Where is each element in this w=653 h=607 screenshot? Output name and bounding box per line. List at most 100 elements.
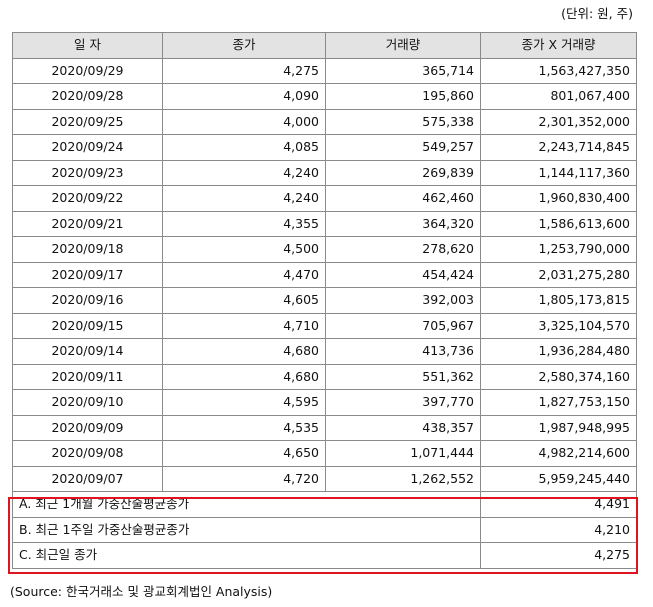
date-cell: 2020/09/15 <box>12 312 163 339</box>
table-row: 2020/09/15 4,710 705,967 3,325,104,570 <box>12 312 637 339</box>
header-close: 종가 <box>162 32 326 59</box>
header-date: 일 자 <box>12 32 163 59</box>
summary-body: A. 최근 1개월 가중산술평균종가 4,491 B. 최근 1주일 가중산술평균종… <box>12 491 637 569</box>
date-cell: 2020/09/21 <box>12 210 163 237</box>
close-cell: 4,240 <box>162 159 326 186</box>
volume-cell: 454,424 <box>325 261 481 288</box>
date-cell: 2020/09/07 <box>12 465 163 492</box>
close-cell: 4,275 <box>162 57 326 84</box>
table-row: 2020/09/24 4,085 549,257 2,243,714,845 <box>12 134 637 161</box>
volume-cell: 549,257 <box>325 134 481 161</box>
close-x-volume-cell: 5,959,245,440 <box>480 465 637 492</box>
volume-cell: 705,967 <box>325 312 481 339</box>
close-x-volume-cell: 1,586,613,600 <box>480 210 637 237</box>
table-row: 2020/09/11 4,680 551,362 2,580,374,160 <box>12 363 637 390</box>
volume-cell: 364,320 <box>325 210 481 237</box>
close-x-volume-cell: 1,987,948,995 <box>480 414 637 441</box>
volume-cell: 269,839 <box>325 159 481 186</box>
table-row: 2020/09/21 4,355 364,320 1,586,613,600 <box>12 210 637 237</box>
summary-row: A. 최근 1개월 가중산술평균종가 4,491 <box>12 491 637 518</box>
close-cell: 4,605 <box>162 287 326 314</box>
table-row: 2020/09/25 4,000 575,338 2,301,352,000 <box>12 108 637 135</box>
stock-price-table-container: 일 자 종가 거래량 종가 X 거래량 2020/09/29 4,275 365,7… <box>12 32 637 569</box>
close-x-volume-cell: 1,936,284,480 <box>480 338 637 365</box>
date-cell: 2020/09/09 <box>12 414 163 441</box>
close-cell: 4,720 <box>162 465 326 492</box>
close-cell: 4,000 <box>162 108 326 135</box>
summary-row: B. 최근 1주일 가중산술평균종가 4,210 <box>12 516 637 543</box>
close-x-volume-cell: 2,580,374,160 <box>480 363 637 390</box>
date-cell: 2020/09/23 <box>12 159 163 186</box>
volume-cell: 1,262,552 <box>325 465 481 492</box>
table-header: 일 자 종가 거래량 종가 X 거래량 <box>12 32 637 59</box>
table-row: 2020/09/29 4,275 365,714 1,563,427,350 <box>12 57 637 84</box>
date-cell: 2020/09/10 <box>12 389 163 416</box>
table-row: 2020/09/14 4,680 413,736 1,936,284,480 <box>12 338 637 365</box>
close-cell: 4,240 <box>162 185 326 212</box>
summary-label: B. 최근 1주일 가중산술평균종가 <box>12 516 481 543</box>
close-x-volume-cell: 2,031,275,280 <box>480 261 637 288</box>
close-x-volume-cell: 1,144,117,360 <box>480 159 637 186</box>
volume-cell: 392,003 <box>325 287 481 314</box>
table-row: 2020/09/07 4,720 1,262,552 5,959,245,440 <box>12 465 637 492</box>
stock-price-table: 일 자 종가 거래량 종가 X 거래량 2020/09/29 4,275 365,7… <box>12 32 637 569</box>
date-cell: 2020/09/18 <box>12 236 163 263</box>
close-cell: 4,535 <box>162 414 326 441</box>
header-volume: 거래량 <box>325 32 481 59</box>
close-x-volume-cell: 1,827,753,150 <box>480 389 637 416</box>
date-cell: 2020/09/24 <box>12 134 163 161</box>
close-cell: 4,680 <box>162 363 326 390</box>
unit-note: (단위: 원, 주) <box>561 6 633 21</box>
volume-cell: 413,736 <box>325 338 481 365</box>
date-cell: 2020/09/28 <box>12 83 163 110</box>
table-row: 2020/09/10 4,595 397,770 1,827,753,150 <box>12 389 637 416</box>
close-x-volume-cell: 2,243,714,845 <box>480 134 637 161</box>
close-x-volume-cell: 1,960,830,400 <box>480 185 637 212</box>
volume-cell: 438,357 <box>325 414 481 441</box>
table-row: 2020/09/09 4,535 438,357 1,987,948,995 <box>12 414 637 441</box>
source-note: (Source: 한국거래소 및 광교회계법인 Analysis) <box>10 584 273 599</box>
close-cell: 4,470 <box>162 261 326 288</box>
close-cell: 4,595 <box>162 389 326 416</box>
summary-value: 4,491 <box>480 491 637 518</box>
date-cell: 2020/09/11 <box>12 363 163 390</box>
summary-value: 4,275 <box>480 542 637 569</box>
table-row: 2020/09/17 4,470 454,424 2,031,275,280 <box>12 261 637 288</box>
table-row: 2020/09/08 4,650 1,071,444 4,982,214,600 <box>12 440 637 467</box>
close-x-volume-cell: 2,301,352,000 <box>480 108 637 135</box>
close-cell: 4,090 <box>162 83 326 110</box>
table-row: 2020/09/22 4,240 462,460 1,960,830,400 <box>12 185 637 212</box>
table-row: 2020/09/18 4,500 278,620 1,253,790,000 <box>12 236 637 263</box>
close-cell: 4,355 <box>162 210 326 237</box>
close-x-volume-cell: 1,563,427,350 <box>480 57 637 84</box>
summary-row: C. 최근일 종가 4,275 <box>12 542 637 569</box>
date-cell: 2020/09/25 <box>12 108 163 135</box>
volume-cell: 462,460 <box>325 185 481 212</box>
date-cell: 2020/09/22 <box>12 185 163 212</box>
volume-cell: 1,071,444 <box>325 440 481 467</box>
header-row: 일 자 종가 거래량 종가 X 거래량 <box>12 32 637 59</box>
close-cell: 4,680 <box>162 338 326 365</box>
volume-cell: 278,620 <box>325 236 481 263</box>
volume-cell: 551,362 <box>325 363 481 390</box>
close-cell: 4,710 <box>162 312 326 339</box>
volume-cell: 575,338 <box>325 108 481 135</box>
close-x-volume-cell: 801,067,400 <box>480 83 637 110</box>
close-cell: 4,500 <box>162 236 326 263</box>
date-cell: 2020/09/29 <box>12 57 163 84</box>
close-cell: 4,650 <box>162 440 326 467</box>
volume-cell: 365,714 <box>325 57 481 84</box>
close-x-volume-cell: 1,253,790,000 <box>480 236 637 263</box>
volume-cell: 195,860 <box>325 83 481 110</box>
close-x-volume-cell: 3,325,104,570 <box>480 312 637 339</box>
header-close-x-volume: 종가 X 거래량 <box>480 32 637 59</box>
close-x-volume-cell: 4,982,214,600 <box>480 440 637 467</box>
table-row: 2020/09/16 4,605 392,003 1,805,173,815 <box>12 287 637 314</box>
volume-cell: 397,770 <box>325 389 481 416</box>
date-cell: 2020/09/16 <box>12 287 163 314</box>
date-cell: 2020/09/08 <box>12 440 163 467</box>
table-body: 2020/09/29 4,275 365,714 1,563,427,350 2020/… <box>12 57 637 492</box>
table-row: 2020/09/28 4,090 195,860 801,067,400 <box>12 83 637 110</box>
summary-value: 4,210 <box>480 516 637 543</box>
summary-label: A. 최근 1개월 가중산술평균종가 <box>12 491 481 518</box>
